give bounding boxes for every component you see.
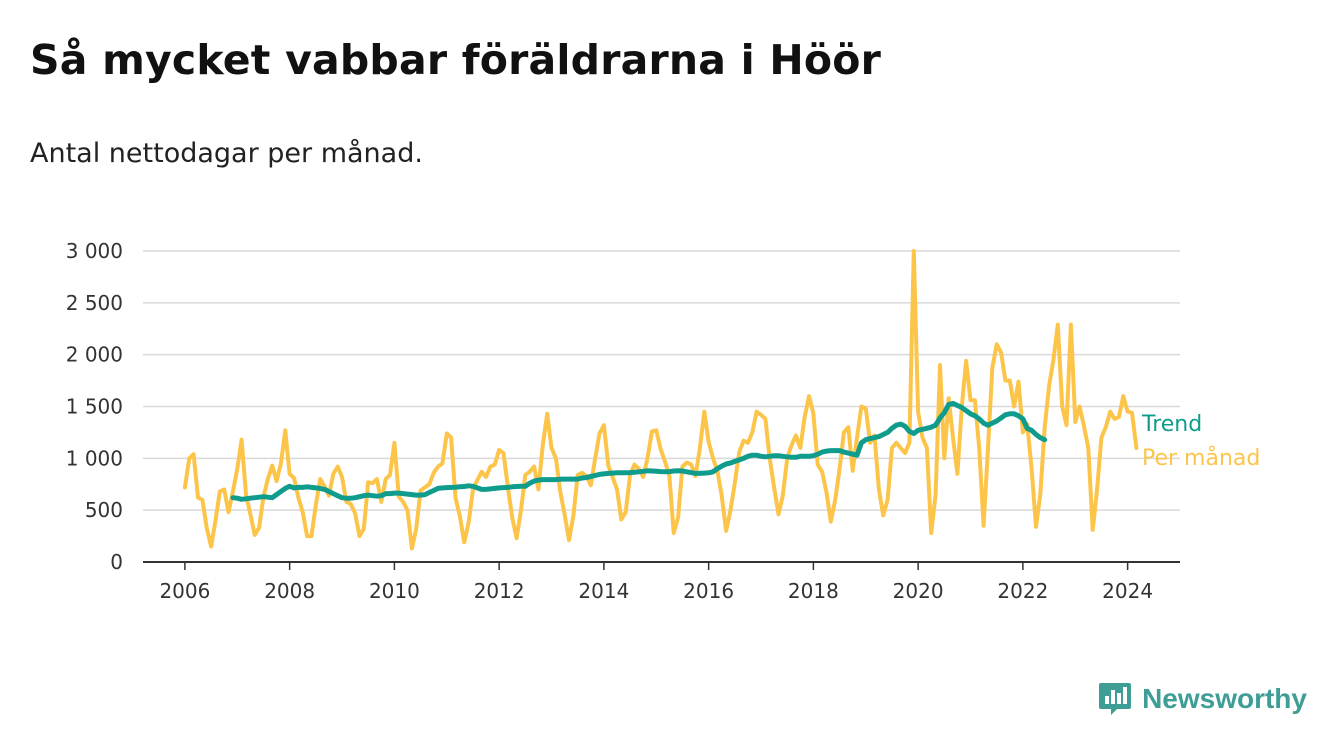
x-tick-label: 2016 [683,579,734,603]
y-tick-label: 1 000 [66,446,123,470]
x-tick-label: 2024 [1102,579,1153,603]
y-axis-ticks: 0 500 1 000 1 500 2 000 2 500 3 000 [66,239,123,574]
y-tick-label: 2 000 [66,343,123,367]
series-lines [182,249,1139,551]
newsworthy-brand: Newsworthy [1098,681,1307,717]
x-tick-label: 2020 [893,579,944,603]
x-tick-label: 2018 [788,579,839,603]
chart-subtitle: Antal nettodagar per månad. [30,138,423,169]
x-tick-label: 2006 [159,579,210,603]
y-tick-label: 3 000 [66,239,123,263]
y-tick-label: 2 500 [66,291,123,315]
series-label-trend: Trend [1141,412,1202,437]
y-tick-label: 0 [110,550,123,574]
y-tick-label: 1 500 [66,395,123,419]
series-label-per-manad: Per månad [1142,445,1260,471]
x-axis-ticks: 2006 2008 2010 2012 2014 2016 2018 2020 2022 2024 [159,562,1153,603]
x-tick-label: 2014 [578,579,629,603]
series-labels: Per månad Trend [1141,412,1260,471]
x-tick-label: 2012 [474,579,525,603]
y-tick-label: 500 [85,498,123,522]
brand-name: Newsworthy [1142,683,1307,714]
gridlines [143,250,1180,563]
chart-title: Så mycket vabbar föräldrarna i Höör [30,36,882,84]
series-line-per-manad [182,249,1139,551]
x-tick-label: 2008 [264,579,315,603]
x-tick-label: 2022 [997,579,1048,603]
series-line-trend [230,400,1048,502]
x-tick-label: 2010 [369,579,420,603]
newsworthy-logo-icon [1099,683,1132,715]
